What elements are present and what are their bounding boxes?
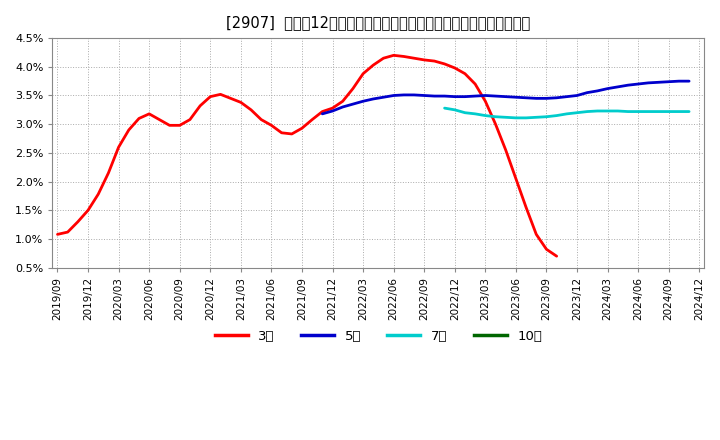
Title: [2907]  売上高12か月移動合計の対前年同期増減率の標準偏差の推移: [2907] 売上高12か月移動合計の対前年同期増減率の標準偏差の推移	[226, 15, 531, 30]
Legend: 3年, 5年, 7年, 10年: 3年, 5年, 7年, 10年	[210, 325, 547, 348]
